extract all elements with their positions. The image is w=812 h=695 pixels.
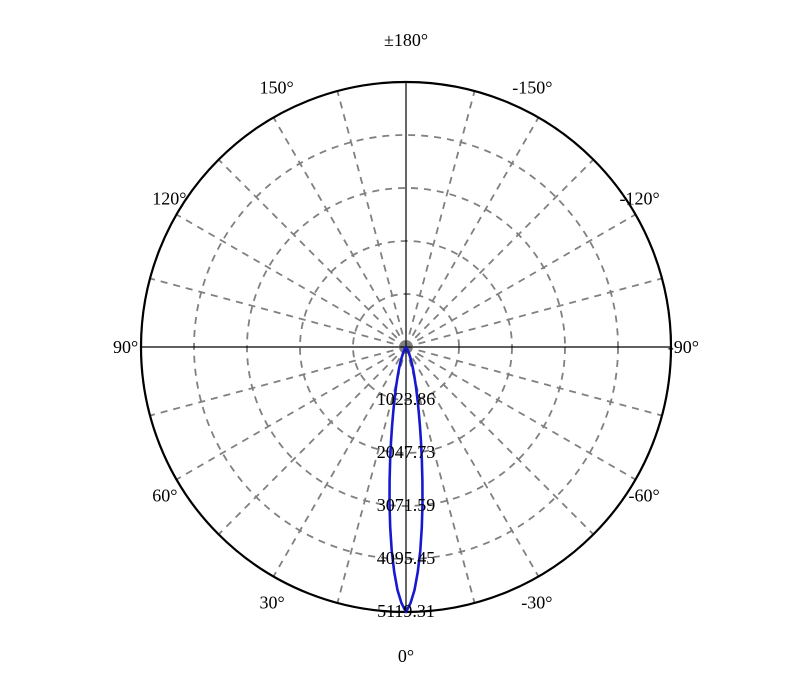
grid-spoke [406,91,475,347]
angle-label: -90° [668,337,699,357]
grid-spoke [177,347,406,480]
angle-label: 30° [260,593,285,613]
angle-label: -150° [512,77,552,97]
grid-spoke [406,160,593,347]
angle-label: -120° [620,189,660,209]
radial-label: 3071.59 [377,495,436,515]
angle-label: 150° [260,77,294,97]
grid-spoke [177,215,406,348]
grid-spoke [406,118,539,347]
radial-label: 2047.73 [377,442,436,462]
angle-label: 60° [152,486,177,506]
radial-label: 1023.86 [377,389,436,409]
grid-spoke [150,347,406,416]
grid-spoke [337,91,406,347]
angle-label: 120° [152,189,186,209]
radial-label: 5119.31 [377,601,435,621]
angle-label: -30° [521,593,552,613]
grid-spoke [406,347,635,480]
angle-label: -60° [629,486,660,506]
angle-label: 0° [398,646,414,666]
polar-chart: 1023.86 2047.73 3071.59 4095.45 5119.31 ±180°… [0,0,812,695]
grid-spoke [406,278,662,347]
grid-spoke [274,118,407,347]
grid-spoke [150,278,406,347]
grid-spoke [406,215,635,348]
grid-spoke [219,160,406,347]
angle-label: ±180° [384,30,428,50]
angle-label: 90° [113,337,138,357]
radial-label: 4095.45 [377,548,436,568]
grid-spoke [406,347,662,416]
